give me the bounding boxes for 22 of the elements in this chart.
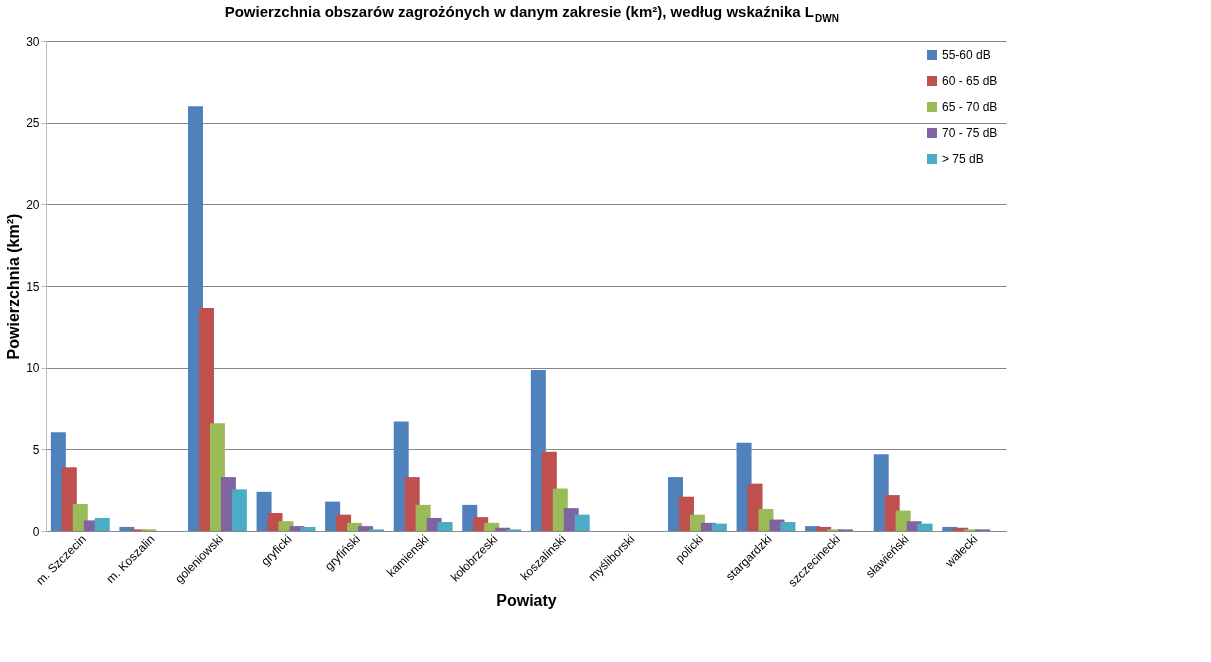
- legend-label: 70 - 75 dB: [942, 126, 998, 140]
- legend-label: 55-60 dB: [942, 48, 991, 62]
- bar: [300, 526, 316, 531]
- bar: [231, 489, 247, 531]
- y-tick-label: 25: [26, 116, 40, 131]
- y-tick-label: 0: [32, 524, 40, 539]
- bar: [711, 523, 727, 531]
- y-tick-label: 20: [26, 197, 40, 212]
- legend-label: 65 - 70 dB: [942, 100, 998, 114]
- bar: [780, 522, 796, 531]
- y-tick-label: 30: [26, 34, 40, 49]
- bar: [917, 523, 933, 531]
- legend-label: 60 - 65 dB: [942, 74, 998, 88]
- legend-label: > 75 dB: [942, 152, 984, 166]
- y-tick-label: 15: [26, 279, 40, 294]
- x-axis-title: Powiaty: [496, 591, 557, 609]
- bar: [574, 514, 590, 531]
- y-tick-label: 5: [32, 442, 40, 457]
- bar: [437, 522, 453, 531]
- y-axis-title: Powierzchnia (km²): [5, 213, 23, 360]
- bar: [94, 517, 110, 531]
- y-tick-label: 10: [26, 361, 40, 376]
